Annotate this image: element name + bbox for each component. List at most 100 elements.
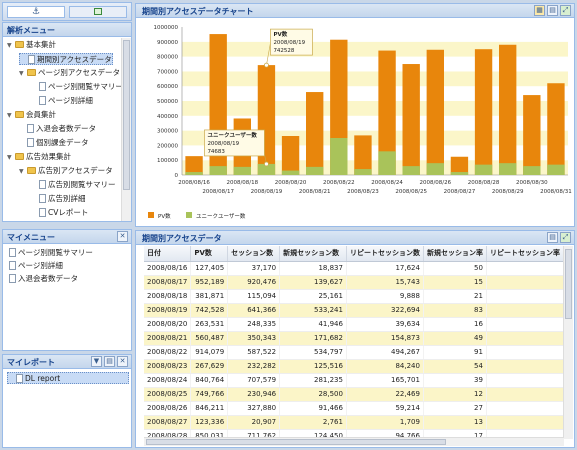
chart-print-icon[interactable]: ▤	[547, 5, 558, 16]
table-row[interactable]: 2008/08/19 742,528 641,366 533,241 322,694 83	[144, 303, 564, 318]
tree-item[interactable]: 広告別閲覧サマリー	[31, 179, 116, 191]
splitter[interactable]	[2, 223, 132, 228]
column-header[interactable]: 日付	[144, 246, 192, 262]
bar-unique-users[interactable]	[330, 138, 348, 175]
my-menu-delete-icon[interactable]: ✕	[117, 231, 128, 242]
bar-pv[interactable]	[547, 83, 565, 175]
table-row[interactable]: 2008/08/22 914,079 587,522 534,797 494,267 91	[144, 345, 564, 360]
table-cell: 560,487	[190, 331, 229, 346]
table-row[interactable]: 2008/08/27 123,336 20,907 2,761 1,709 13	[144, 415, 564, 430]
bar-unique-users[interactable]	[306, 166, 324, 175]
bar-unique-users[interactable]	[233, 166, 251, 175]
bar-unique-users[interactable]	[547, 164, 565, 175]
tab-window[interactable]	[69, 6, 127, 18]
expand-toggle-icon[interactable]: ▼	[19, 70, 24, 77]
tree-item[interactable]: 入退会者数データ	[19, 123, 96, 135]
table-cell: 165,701	[346, 373, 424, 388]
tree-item[interactable]: ページ別閲覧サマリー	[31, 81, 123, 93]
my-menu-item[interactable]: 入退会者数データ	[3, 272, 131, 285]
bar-unique-users[interactable]	[426, 163, 444, 175]
bar-unique-users[interactable]	[523, 166, 541, 175]
table-print-icon[interactable]: ▤	[547, 232, 558, 243]
tree-item-label: 会員集計	[26, 110, 56, 119]
table-cell: 94,766	[346, 429, 424, 439]
bar-pv[interactable]	[354, 135, 372, 175]
column-header[interactable]: リピートセッション率	[486, 246, 564, 262]
bar-unique-users[interactable]	[281, 170, 300, 175]
tooltip-date: 2008/08/19	[207, 141, 239, 147]
my-report-item[interactable]: DL report	[7, 372, 129, 384]
table-cell: 641,366	[227, 303, 281, 318]
tree-item[interactable]: 個別課金データ	[19, 137, 89, 149]
tree-item[interactable]: 広告別詳細	[31, 193, 86, 205]
table-row[interactable]: 2008/08/24 840,764 707,579 281,235 165,701 39	[144, 373, 564, 388]
tree-item[interactable]: ▼ 広告別アクセスデータ	[19, 165, 113, 177]
column-header[interactable]: 新規セッション率	[423, 246, 487, 262]
bar-pv[interactable]	[474, 49, 493, 175]
bar-unique-users[interactable]	[354, 169, 372, 175]
report-download-icon[interactable]: ▼	[91, 356, 102, 367]
expand-toggle-icon[interactable]: ▼	[7, 154, 12, 161]
tree-item[interactable]: ▼ 広告効果集計	[7, 151, 71, 163]
bar-unique-users[interactable]	[402, 166, 420, 175]
column-header[interactable]: 新規セッション数	[279, 246, 347, 262]
table-row[interactable]: 2008/08/28 850,031 711,762 124,450 94,766 17	[144, 429, 564, 439]
my-menu-item[interactable]: ページ別詳細	[3, 259, 131, 272]
table-row[interactable]: 2008/08/26 846,211 327,880 91,466 59,214 27	[144, 401, 564, 416]
tree-item[interactable]: ▼ 基本集計	[7, 39, 56, 51]
bar-unique-users[interactable]	[499, 163, 517, 175]
grid-band	[182, 115, 568, 131]
table-row[interactable]: 2008/08/21 560,487 350,343 171,682 154,873 49	[144, 331, 564, 346]
column-header[interactable]: PV数	[190, 246, 229, 262]
column-header[interactable]: リピートセッション数	[346, 246, 424, 262]
bar-unique-users[interactable]	[257, 163, 276, 175]
table-row[interactable]: 2008/08/25 749,766 230,946 28,500 22,469 12	[144, 387, 564, 402]
table-cell: 39,634	[346, 317, 424, 332]
tree-item[interactable]: ▼ 会員集計	[7, 109, 56, 121]
bar-pv[interactable]	[402, 64, 420, 175]
chart-maximize-icon[interactable]: ⤢	[560, 5, 571, 16]
tree-scrollbar[interactable]	[121, 38, 131, 221]
tree-item[interactable]: 期間別アクセスデータ	[19, 53, 113, 65]
bar-pv[interactable]	[378, 50, 396, 176]
bar-pv[interactable]	[257, 65, 276, 175]
tab-anchor[interactable]: ⚓	[7, 6, 65, 18]
report-folder-icon[interactable]: ▤	[104, 356, 115, 367]
tree-item[interactable]: ページ別詳細	[31, 95, 93, 107]
report-delete-icon[interactable]: ✕	[117, 356, 128, 367]
expand-toggle-icon[interactable]: ▼	[7, 42, 12, 49]
table-hscrollbar[interactable]	[144, 437, 564, 446]
my-menu-item[interactable]: ページ別閲覧サマリー	[3, 246, 131, 259]
table-row[interactable]: 2008/08/23 267,629 232,282 125,516 84,240 54	[144, 359, 564, 374]
column-header[interactable]: セッション数	[227, 246, 281, 262]
chart-export-icon[interactable]: ▦	[534, 5, 545, 16]
bar-unique-users[interactable]	[209, 166, 227, 175]
tree-item[interactable]: ▼ ページ別アクセスデータ	[19, 67, 120, 79]
bar-pv[interactable]	[499, 44, 517, 175]
bar-unique-users[interactable]	[474, 164, 493, 175]
table-row[interactable]: 2008/08/17 952,189 920,476 139,627 15,743 15	[144, 275, 564, 290]
tree-item[interactable]: CVレポート	[31, 207, 88, 219]
bar-unique-users[interactable]	[378, 151, 396, 175]
table-vscrollbar[interactable]	[563, 246, 573, 439]
bar-unique-users[interactable]	[185, 172, 203, 175]
bar-pv[interactable]	[426, 49, 444, 175]
table-row[interactable]: 2008/08/16 127,405 37,170 18,837 17,624 50	[144, 261, 564, 276]
table-cell	[486, 429, 564, 439]
grid-band	[182, 130, 568, 146]
table-row[interactable]: 2008/08/20 263,531 248,335 41,946 39,634 16	[144, 317, 564, 332]
table-cell: 381,871	[190, 289, 229, 304]
bar-pv[interactable]	[450, 156, 469, 175]
expand-toggle-icon[interactable]: ▼	[19, 168, 24, 175]
tooltip-value: 742528	[273, 48, 294, 54]
table-maximize-icon[interactable]: ⤢	[560, 232, 571, 243]
table-row[interactable]: 2008/08/18 381,871 115,094 25,161 9,888 21	[144, 289, 564, 304]
bar-pv[interactable]	[281, 135, 300, 175]
bar-pv[interactable]	[185, 156, 203, 175]
bar-unique-users[interactable]	[450, 172, 469, 175]
expand-toggle-icon[interactable]: ▼	[7, 112, 12, 119]
table-cell	[486, 373, 564, 388]
bar-pv[interactable]	[306, 92, 324, 175]
table-cell: 232,282	[227, 359, 281, 374]
bar-pv[interactable]	[523, 95, 541, 175]
